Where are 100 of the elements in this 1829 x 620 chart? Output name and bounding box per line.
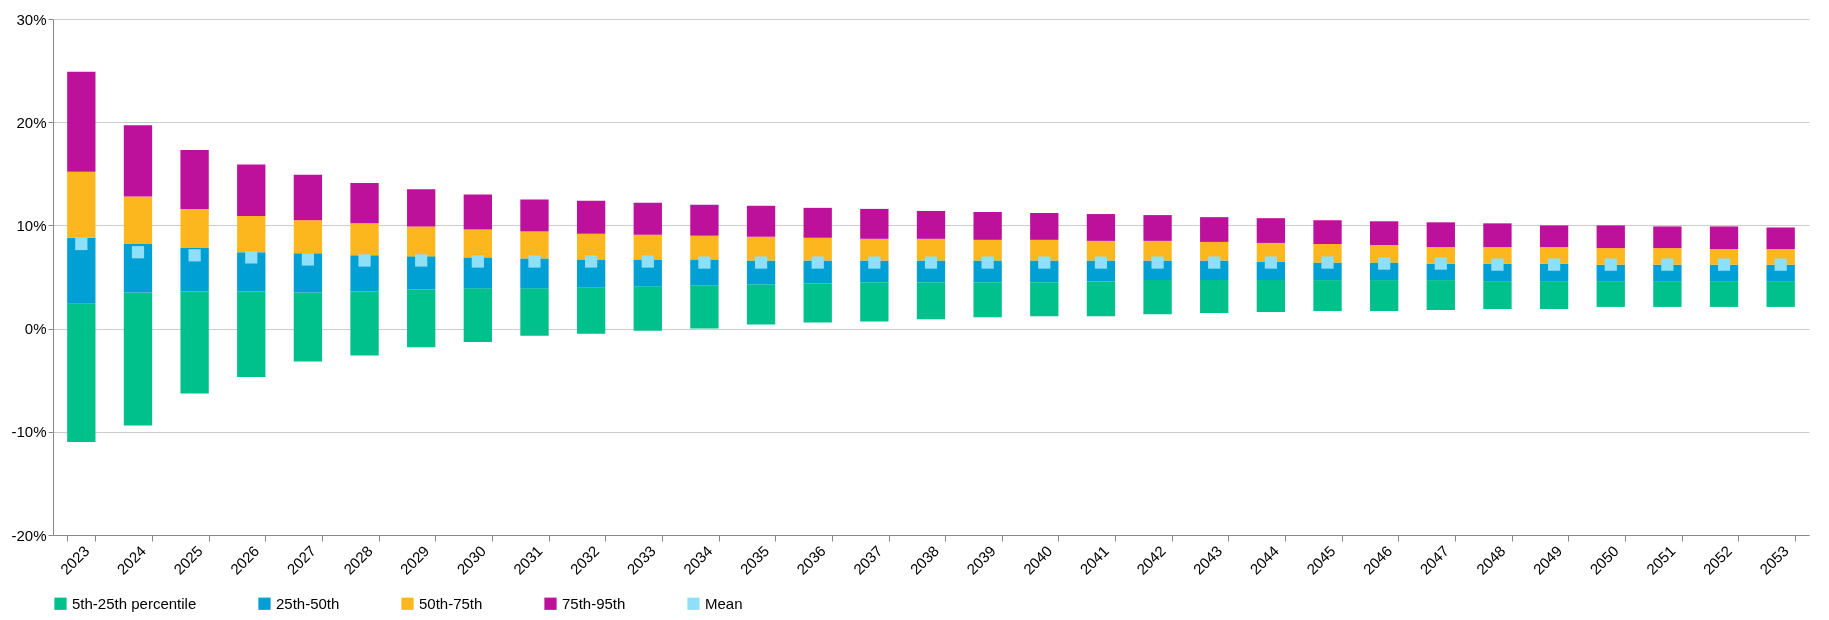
legend-label: 50th-75th [419,594,483,612]
bar [1709,281,1739,307]
bar [690,204,719,236]
bar [1426,222,1455,248]
point [1094,256,1108,269]
bar [803,207,832,238]
bar [293,292,323,362]
bar [1256,280,1286,313]
bar [463,288,492,343]
point [1661,258,1674,271]
point [981,256,994,269]
point [698,256,711,269]
bar [633,202,662,235]
bar [973,211,1002,240]
bar [67,71,96,172]
bar [293,174,323,221]
bar [237,291,266,378]
bar [1483,223,1512,248]
bar [1539,225,1569,248]
bar [463,229,492,258]
bar [520,199,549,232]
bar [1426,280,1455,311]
bar [463,194,492,230]
bar [1200,217,1229,242]
bar [1653,226,1682,249]
bar [860,208,889,239]
bar [520,288,549,336]
point [471,255,484,268]
point [1604,258,1617,271]
bar [803,283,832,323]
bar [407,189,436,227]
bar [746,205,776,237]
point [754,256,768,269]
bar [67,237,96,304]
point [1151,256,1164,269]
point [641,255,654,268]
bar [916,210,946,239]
bar [1766,281,1795,307]
bar [520,231,549,259]
bar [180,150,209,209]
point [1717,258,1731,271]
point [358,254,371,267]
bar [1030,213,1059,240]
point [245,251,258,264]
bar [350,291,379,356]
y-tick-label: 10% [16,216,47,234]
bar [1370,280,1399,312]
bar [123,125,153,197]
bar [1709,226,1739,250]
bar [237,216,266,253]
legend-label: Mean [705,594,743,612]
bar [350,183,379,224]
point [415,254,428,267]
bar [1030,282,1059,317]
y-tick-label: 0% [24,320,47,338]
point [188,249,201,262]
bar [180,291,209,394]
bar [1256,218,1286,243]
bar [1200,280,1229,314]
bar [1539,281,1569,309]
point [1038,256,1051,269]
bar [1086,214,1116,241]
bar [1086,281,1116,317]
bar [1483,281,1512,309]
bar [1596,225,1625,249]
bar [1143,215,1172,241]
bar [67,303,96,443]
bar [1313,280,1342,312]
bar [123,292,153,426]
point [1774,258,1787,271]
point [1491,258,1504,271]
bar [123,196,153,244]
point [75,237,88,251]
bar [1313,220,1342,244]
point [1547,258,1561,271]
point [924,256,938,269]
bar [916,282,946,320]
legend-label: 25th-50th [276,594,340,612]
bar [973,239,1002,261]
bar [973,282,1002,318]
bar [67,171,96,238]
bar [633,286,662,331]
point [811,256,824,269]
bar [690,285,719,329]
point [1378,257,1391,270]
bar [350,223,379,256]
bar [407,226,436,257]
legend-label: 5th-25th percentile [72,594,197,612]
point [131,246,145,259]
point [1264,256,1277,269]
bar [576,287,606,334]
bar [1766,227,1795,250]
bar [1653,281,1682,307]
point [1208,256,1221,269]
bar [576,200,606,234]
y-tick-label: 20% [16,113,47,131]
bar [237,164,266,217]
bar [746,284,776,325]
bar [293,220,323,254]
bar [1370,221,1399,246]
